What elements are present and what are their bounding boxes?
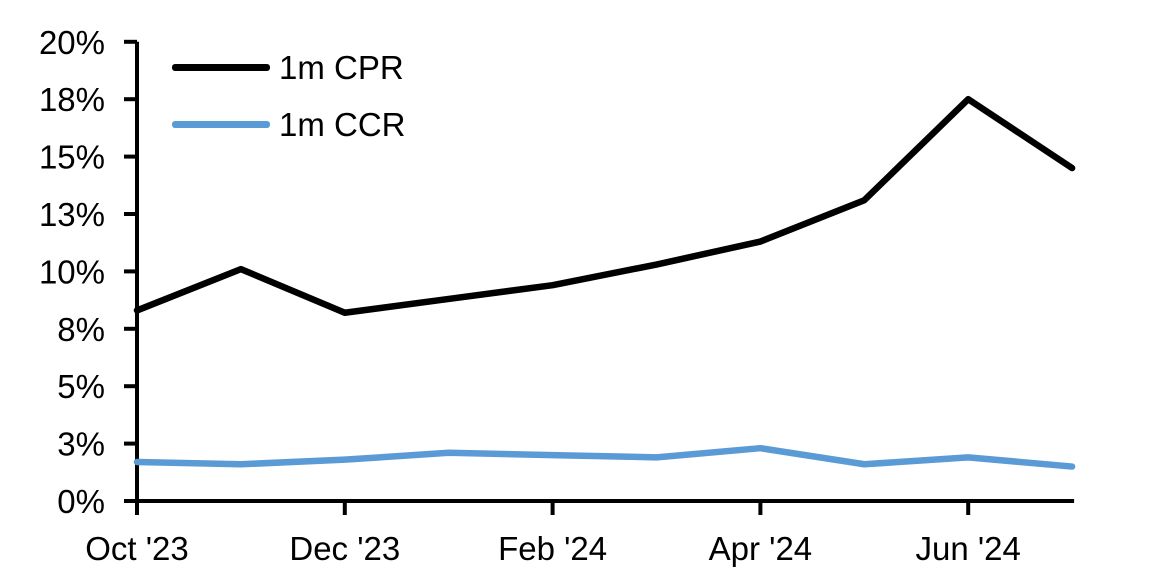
x-axis-tick-label: Dec '23 bbox=[289, 530, 400, 567]
x-axis-tick-label: Oct '23 bbox=[85, 530, 189, 567]
x-axis-tick-label: Apr '24 bbox=[709, 530, 813, 567]
ccr-line-swatch-icon bbox=[172, 120, 270, 128]
y-axis-tick-label: 20% bbox=[39, 24, 105, 61]
y-axis-tick-label: 18% bbox=[39, 81, 105, 118]
legend-label-1m-cpr: 1m CPR bbox=[279, 48, 404, 86]
series-line-1m-ccr bbox=[133, 444, 1076, 470]
legend-label-1m-ccr: 1m CCR bbox=[279, 105, 406, 143]
y-axis-tick-label: 3% bbox=[57, 426, 105, 463]
y-axis-tick-label: 13% bbox=[39, 196, 105, 233]
chart-legend: 1m CPR 1m CCR bbox=[172, 47, 406, 144]
y-axis-tick-label: 15% bbox=[39, 139, 105, 176]
cpr-line-swatch-icon bbox=[172, 63, 270, 71]
series-line-1m-cpr bbox=[133, 95, 1076, 316]
y-axis-tick-label: 10% bbox=[39, 253, 105, 290]
y-axis-tick-label: 5% bbox=[57, 368, 105, 405]
x-axis-tick-label: Jun '24 bbox=[916, 530, 1021, 567]
legend-item-1m-cpr: 1m CPR bbox=[172, 47, 406, 87]
x-axis-tick-label: Feb '24 bbox=[498, 530, 607, 567]
legend-item-1m-ccr: 1m CCR bbox=[172, 104, 406, 144]
y-axis-tick-label: 8% bbox=[57, 311, 105, 348]
y-axis-tick-label: 0% bbox=[57, 483, 105, 520]
